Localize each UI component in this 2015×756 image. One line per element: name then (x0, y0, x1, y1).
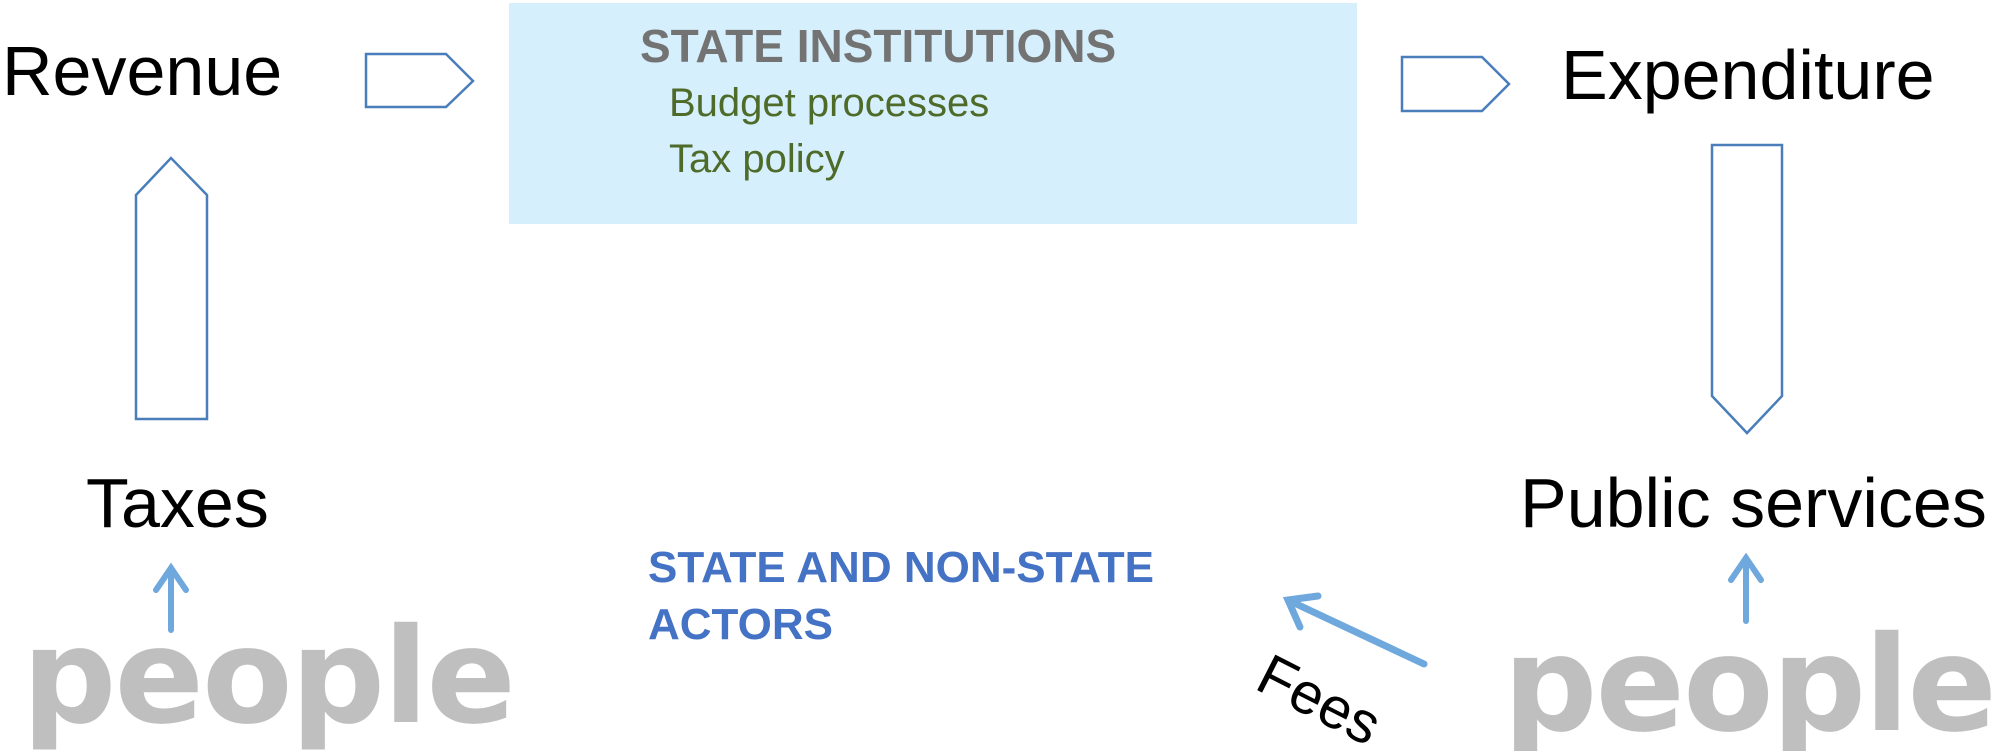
expenditure-label: Expenditure (1561, 36, 1935, 114)
box-title: STATE INSTITUTIONS (640, 20, 1116, 72)
people-right: people (1503, 608, 1995, 751)
taxes-label: Taxes (86, 464, 269, 542)
public-services-label: Public services (1520, 464, 1987, 542)
box-item: Budget processes (669, 81, 989, 125)
arrow-right (364, 52, 475, 109)
small-arrow (153, 562, 189, 633)
small-arrow (1728, 552, 1764, 624)
box-item: Tax policy (669, 137, 845, 181)
revenue-label: Revenue (2, 32, 282, 110)
people-left: people (22, 600, 514, 751)
arrow-up (134, 156, 209, 421)
actors-label: STATE AND NON-STATE (648, 543, 1154, 592)
arrow-down (1710, 143, 1784, 435)
actors-label: ACTORS (648, 600, 833, 649)
state-box (509, 3, 1357, 224)
arrow-right (1400, 55, 1511, 113)
fees-arrow (1282, 592, 1428, 668)
fees-label: Fees (1247, 642, 1391, 751)
